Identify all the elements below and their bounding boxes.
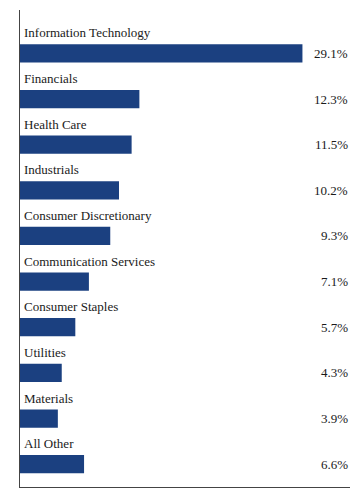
svg-text:All Other: All Other bbox=[24, 436, 74, 451]
svg-text:Health Care: Health Care bbox=[24, 117, 87, 132]
svg-text:10.2%: 10.2% bbox=[314, 183, 348, 198]
svg-text:Consumer Staples: Consumer Staples bbox=[24, 299, 118, 314]
svg-text:Utilities: Utilities bbox=[24, 345, 66, 360]
svg-text:3.9%: 3.9% bbox=[321, 411, 348, 426]
svg-text:Information Technology: Information Technology bbox=[24, 25, 151, 40]
svg-text:29.1%: 29.1% bbox=[314, 46, 348, 61]
svg-text:12.3%: 12.3% bbox=[314, 92, 348, 107]
svg-text:Materials: Materials bbox=[24, 391, 73, 406]
svg-text:11.5%: 11.5% bbox=[315, 137, 348, 152]
svg-text:4.3%: 4.3% bbox=[321, 365, 348, 380]
svg-text:Financials: Financials bbox=[24, 71, 77, 86]
svg-text:5.7%: 5.7% bbox=[321, 320, 348, 335]
svg-text:9.3%: 9.3% bbox=[321, 228, 348, 243]
svg-text:Consumer Discretionary: Consumer Discretionary bbox=[24, 208, 152, 223]
svg-text:6.6%: 6.6% bbox=[321, 457, 348, 472]
svg-text:Industrials: Industrials bbox=[24, 162, 79, 177]
svg-text:7.1%: 7.1% bbox=[321, 274, 348, 289]
svg-text:Communication Services: Communication Services bbox=[24, 254, 155, 269]
